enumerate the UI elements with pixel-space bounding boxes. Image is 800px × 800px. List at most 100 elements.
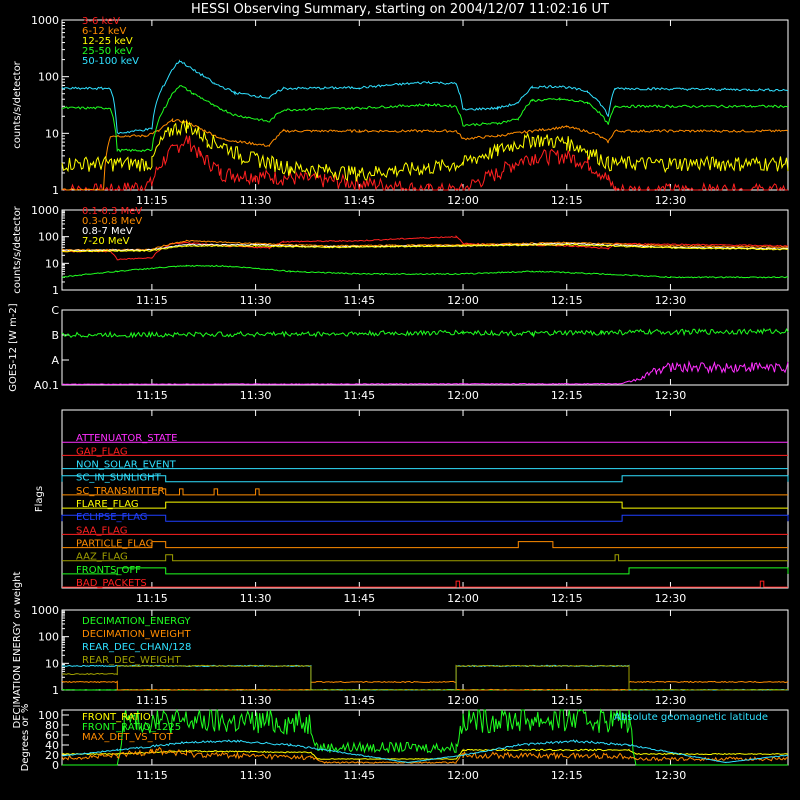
p6-series-2: [61, 746, 789, 765]
p3-ytick-label: A: [51, 354, 59, 367]
p4-flag-line-5: [62, 501, 788, 509]
p4-xtick-label: 11:45: [343, 592, 375, 605]
p3-series-0: [61, 327, 789, 339]
p2-ytick-label: 10: [45, 257, 59, 270]
p2-xtick-label: 12:15: [551, 294, 583, 307]
p4-flag-label-11: BAD_PACKETS: [76, 578, 147, 589]
p3-xtick-label: 12:15: [551, 389, 583, 402]
p5-ytick-label: 1: [52, 684, 59, 697]
p1-series-0: [61, 135, 788, 192]
p3-xtick-label: 12:00: [447, 389, 479, 402]
p6-legend-3: Absolute geomagnetic latitude: [614, 712, 768, 723]
p2-series-1: [61, 239, 788, 251]
p6-ytick-label: 20: [45, 749, 59, 762]
p1-legend-3: 25-50 keV: [82, 46, 133, 57]
chart-title: HESSI Observing Summary, starting on 200…: [191, 2, 609, 17]
p1-frame: [61, 19, 789, 191]
p3-ytick-label: C: [51, 304, 59, 317]
p4-xtick-label: 11:15: [136, 592, 168, 605]
p1-xtick-label: 12:30: [655, 194, 687, 207]
p4-flag-line-11: [62, 580, 788, 588]
p5-xtick-label: 12:15: [551, 694, 583, 707]
p4-flag-label-0: ATTENUATOR_STATE: [76, 433, 177, 444]
p1-ytick-label: 10: [45, 127, 59, 140]
p1-ytick-label: 100: [38, 71, 59, 84]
p4-flag-label-7: SAA_FLAG: [76, 525, 127, 536]
p5-xtick-label: 11:45: [343, 694, 375, 707]
p1-series-3: [61, 84, 789, 153]
p4-ylabel: Flags: [34, 486, 45, 512]
p6-series-1: [62, 708, 788, 766]
p1-legend-1: 6-12 keV: [82, 26, 126, 37]
p2-legend-0: 0.1-0.3 MeV: [82, 206, 142, 217]
p6-series-3: [61, 739, 788, 764]
p6-ytick-label: 40: [45, 739, 59, 752]
p6-xtick-label: 11:30: [240, 769, 272, 782]
p6-xtick-label: 12:00: [447, 769, 479, 782]
p5-legend-1: DECIMATION_WEIGHT: [82, 629, 191, 640]
p5-legend-3: REAR_DEC_WEIGHT: [82, 655, 181, 666]
p5-ytick-label: 10: [45, 657, 59, 670]
p4-flag-line-9: [62, 554, 788, 562]
p2-xtick-label: 11:15: [136, 294, 168, 307]
p4-frame: [61, 409, 789, 589]
p4-flag-label-2: NON_SOLAR_EVENT: [76, 460, 177, 471]
p4-flag-label-3: SC_IN_SUNLIGHT: [76, 473, 162, 484]
p5-legend-2: REAR_DEC_CHAN/128: [82, 642, 191, 653]
p4-flag-line-10: [62, 567, 789, 575]
p1-xtick-label: 12:15: [551, 194, 583, 207]
p2-ylabel: counts/s/detector: [12, 205, 23, 293]
p4-flag-label-10: FRONTS_OFF: [76, 565, 141, 576]
p6-ytick-label: 60: [45, 729, 59, 742]
p6-ylabel: Degrees or %: [20, 704, 31, 772]
p5-xtick-label: 12:30: [655, 694, 687, 707]
p5-xtick-label: 11:15: [136, 694, 168, 707]
p1-xtick-label: 11:30: [240, 194, 272, 207]
p3-xtick-label: 11:30: [240, 389, 272, 402]
p5-ytick-label: 100: [38, 631, 59, 644]
p2-legend-2: 0.8-7 MeV: [82, 226, 133, 237]
p5-xtick-label: 12:00: [447, 694, 479, 707]
p1-legend-4: 50-100 keV: [82, 56, 139, 67]
p5-series-2: [61, 664, 789, 691]
p3-ylabel: GOES-12 [W m-2]: [8, 303, 19, 391]
p3-ytick-label: A0.1: [34, 379, 59, 392]
p5-ytick-label: 1000: [31, 604, 59, 617]
p2-legend-3: 7-20 MeV: [82, 236, 130, 247]
p1-ylabel: counts/s/detector: [12, 60, 23, 148]
p2-ytick-label: 1: [52, 284, 59, 297]
p6-series-0: [61, 748, 789, 761]
p2-series-0: [61, 235, 789, 261]
p4-xtick-label: 11:30: [240, 592, 272, 605]
p3-xtick-label: 11:45: [343, 389, 375, 402]
p4-flag-label-5: FLARE_FLAG: [76, 499, 139, 510]
p2-xtick-label: 11:45: [343, 294, 375, 307]
p6-xtick-label: 12:30: [655, 769, 687, 782]
p3-xtick-label: 12:30: [655, 389, 687, 402]
p2-ytick-label: 1000: [31, 204, 59, 217]
p5-legend-0: DECIMATION_ENERGY: [82, 616, 191, 627]
p6-xtick-label: 12:15: [551, 769, 583, 782]
p3-frame: [61, 309, 789, 386]
p4-flag-label-8: PARTICLE_FLAG: [76, 539, 153, 550]
p4-flag-line-4: [62, 488, 788, 496]
p4-flag-line-3: [61, 475, 789, 483]
p6-xtick-label: 11:45: [343, 769, 375, 782]
p5-ylabel: DECIMATION ENERGY or weight: [12, 571, 23, 728]
p1-ytick-label: 1000: [31, 14, 59, 27]
p3-xtick-label: 11:15: [136, 389, 168, 402]
p6-ytick-label: 100: [38, 709, 59, 722]
p5-xtick-label: 11:30: [240, 694, 272, 707]
p6-legend-2: MAX_DET_VS_TOT: [82, 732, 174, 743]
p2-frame: [61, 209, 789, 291]
p2-xtick-label: 11:30: [240, 294, 272, 307]
p4-flag-label-1: GAP_FLAG: [76, 446, 128, 457]
p2-xtick-label: 12:30: [655, 294, 687, 307]
p4-flag-label-9: AAZ_FLAG: [76, 552, 128, 563]
p6-legend-0: FRONT_RATIO: [82, 712, 151, 723]
p4-xtick-label: 12:30: [655, 592, 687, 605]
p3-series-1: [61, 360, 789, 386]
p4-flag-line-8: [62, 541, 788, 549]
p6-ytick-label: 0: [52, 759, 59, 772]
